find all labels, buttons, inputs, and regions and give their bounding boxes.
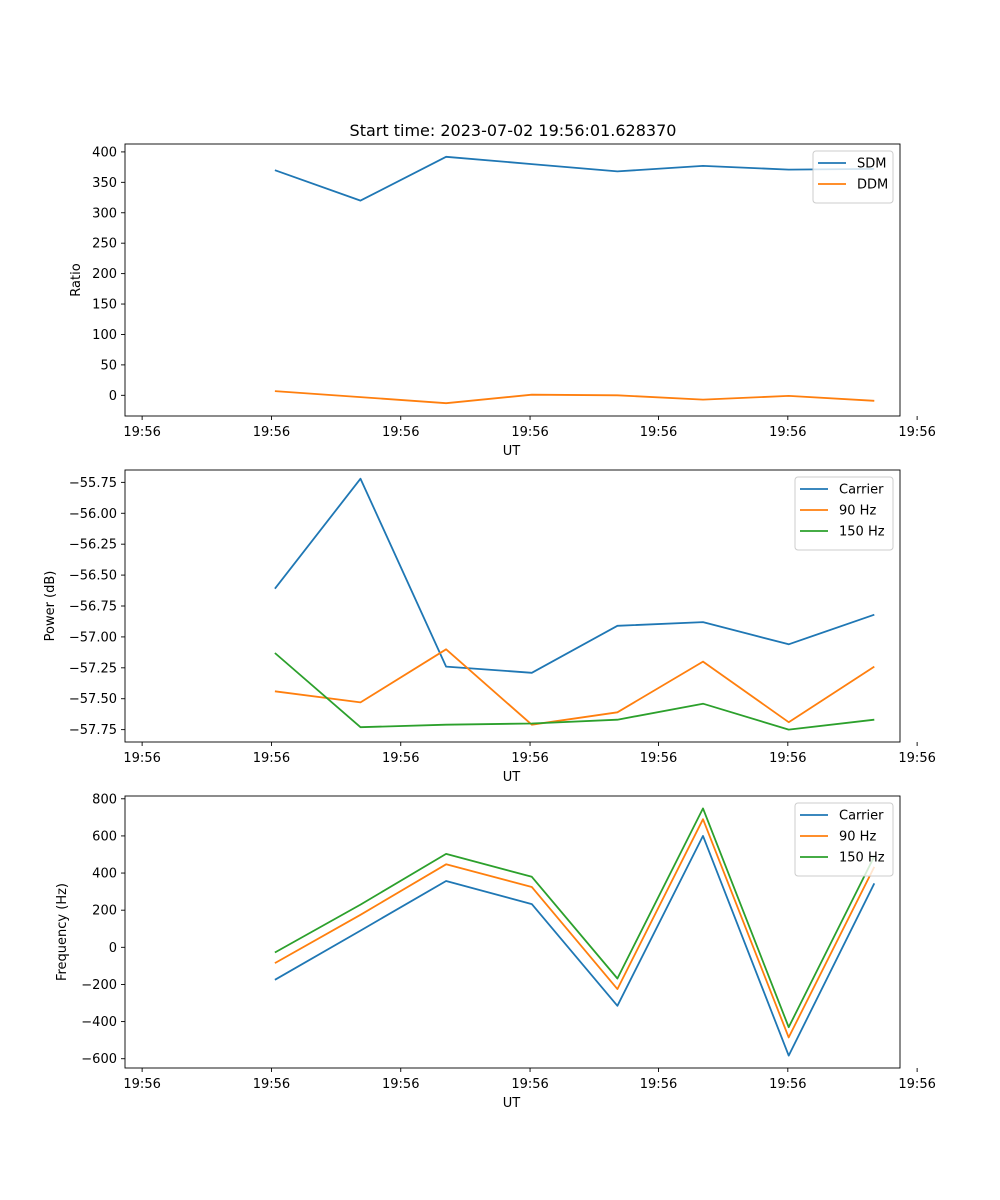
legend-label: 150 Hz	[839, 851, 885, 866]
y-tick-label: −600	[81, 1052, 117, 1067]
y-tick-label: 600	[92, 829, 117, 844]
x-axis-label: UT	[503, 444, 521, 459]
legend-label: Carrier	[839, 483, 884, 498]
y-tick-label: −55.75	[69, 476, 117, 491]
series-line-150-hz	[274, 652, 875, 731]
plot-frame	[124, 143, 901, 417]
x-tick-label: 19:56	[123, 751, 160, 766]
x-tick-label: 19:56	[898, 1077, 935, 1092]
y-tick-label: −57.00	[69, 630, 117, 645]
x-tick-label: 19:56	[511, 751, 548, 766]
y-tick-label: 400	[92, 867, 117, 882]
power-chart: 19:5619:5619:5619:5619:5619:5619:5619:57…	[43, 469, 936, 785]
legend-label: DDM	[857, 178, 888, 193]
legend-box	[812, 150, 894, 204]
legend-label: Carrier	[839, 809, 884, 824]
y-axis-label: Ratio	[69, 263, 84, 296]
series-line-sdm	[274, 155, 875, 202]
y-tick-label: 50	[100, 358, 117, 373]
ratio-chart: 19:5619:5619:5619:5619:5619:5619:5619:57…	[69, 143, 936, 459]
frequency-chart: 19:5619:5619:5619:5619:5619:5619:5619:57…	[55, 792, 936, 1111]
plot-frame	[124, 795, 901, 1069]
legend-label: SDM	[857, 157, 886, 172]
series-line-90-hz	[274, 818, 876, 1039]
x-tick-label: 19:56	[640, 1077, 677, 1092]
y-tick-label: −56.75	[69, 600, 117, 615]
x-tick-label: 19:56	[769, 1077, 806, 1092]
series-line-150-hz	[274, 807, 876, 1029]
y-tick-label: −200	[81, 978, 117, 993]
y-tick-label: 400	[92, 145, 117, 160]
x-tick-label: 19:56	[382, 425, 419, 440]
y-tick-label: −56.50	[69, 569, 117, 584]
y-tick-label: −57.75	[69, 723, 117, 738]
x-tick-label: 19:56	[123, 425, 160, 440]
x-tick-label: 19:56	[382, 751, 419, 766]
x-tick-label: 19:56	[382, 1077, 419, 1092]
x-tick-label: 19:56	[253, 1077, 290, 1092]
x-tick-label: 19:56	[511, 1077, 548, 1092]
x-tick-label: 19:56	[640, 425, 677, 440]
y-tick-label: 200	[92, 267, 117, 282]
y-tick-label: 200	[92, 904, 117, 919]
y-tick-label: 350	[92, 176, 117, 191]
legend-label: 90 Hz	[839, 830, 876, 845]
y-tick-label: −400	[81, 1015, 117, 1030]
y-tick-label: −57.50	[69, 692, 117, 707]
plot-frame	[124, 469, 901, 743]
x-tick-label: 19:56	[898, 425, 935, 440]
x-axis-label: UT	[503, 770, 521, 785]
y-tick-label: −56.00	[69, 507, 117, 522]
x-tick-label: 19:56	[769, 751, 806, 766]
series-line-carrier	[274, 835, 876, 1057]
y-tick-label: −57.25	[69, 661, 117, 676]
y-axis-label: Power (dB)	[43, 571, 58, 642]
y-axis-label: Frequency (Hz)	[55, 883, 70, 981]
series-line-carrier	[274, 477, 875, 674]
x-tick-label: 19:56	[253, 425, 290, 440]
x-tick-label: 19:56	[123, 1077, 160, 1092]
series-line-ddm	[274, 390, 875, 405]
x-tick-label: 19:56	[898, 751, 935, 766]
y-tick-label: 100	[92, 328, 117, 343]
y-tick-label: 800	[92, 792, 117, 807]
x-tick-label: 19:56	[253, 751, 290, 766]
x-tick-label: 19:56	[769, 425, 806, 440]
y-tick-label: −56.25	[69, 538, 117, 553]
y-tick-label: 300	[92, 206, 117, 221]
y-tick-label: 0	[109, 389, 117, 404]
y-tick-label: 250	[92, 237, 117, 252]
chart-title: Start time: 2023-07-02 19:56:01.628370	[350, 121, 677, 140]
series-line-90-hz	[274, 648, 875, 726]
x-tick-label: 19:56	[640, 751, 677, 766]
x-axis-label: UT	[503, 1096, 521, 1111]
legend-label: 150 Hz	[839, 525, 885, 540]
y-tick-label: 0	[109, 941, 117, 956]
legend-label: 90 Hz	[839, 504, 876, 519]
x-tick-label: 19:56	[511, 425, 548, 440]
y-tick-label: 150	[92, 298, 117, 313]
